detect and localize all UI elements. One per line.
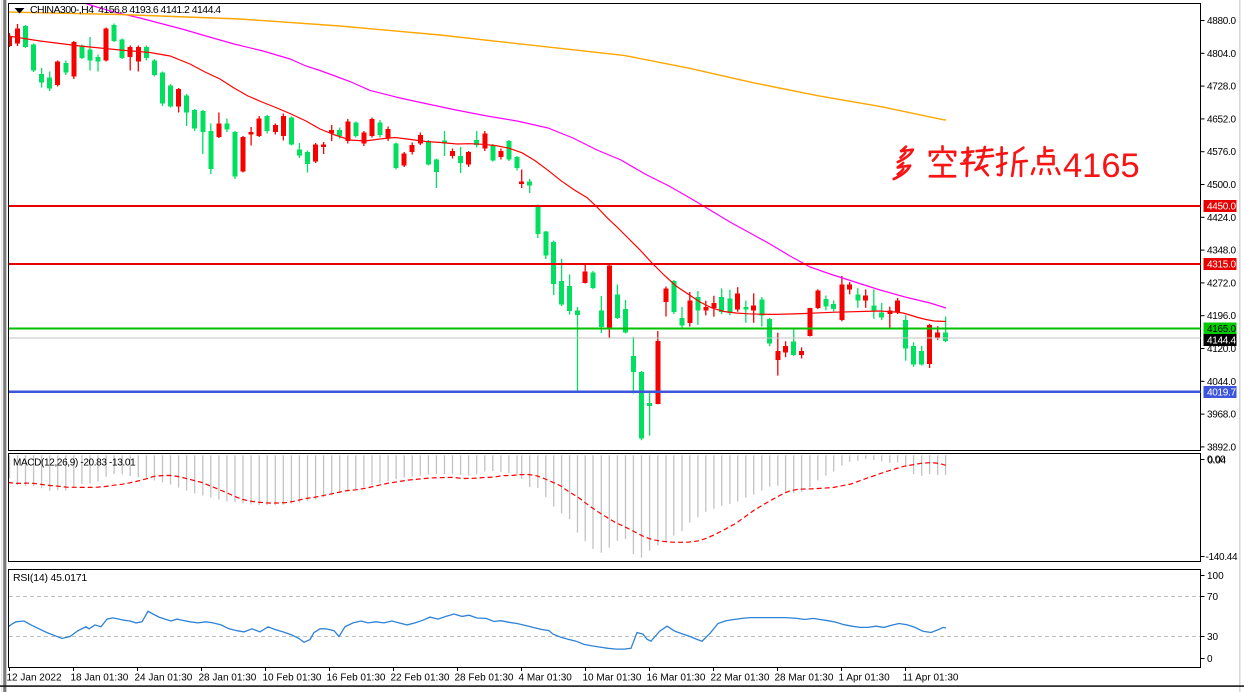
svg-text:70: 70 bbox=[1207, 592, 1219, 603]
svg-text:4348.0: 4348.0 bbox=[1207, 246, 1237, 257]
svg-text:4 Mar 01:30: 4 Mar 01:30 bbox=[519, 673, 573, 684]
svg-text:12 Jan 2022: 12 Jan 2022 bbox=[7, 673, 62, 684]
svg-text:MACD(12,26,9) -20.83 -13.01: MACD(12,26,9) -20.83 -13.01 bbox=[13, 458, 136, 469]
svg-text:0.00: 0.00 bbox=[1207, 455, 1226, 466]
svg-text:22 Mar 01:30: 22 Mar 01:30 bbox=[711, 673, 770, 684]
svg-text:100: 100 bbox=[1207, 571, 1224, 582]
svg-text:22 Feb 01:30: 22 Feb 01:30 bbox=[391, 673, 450, 684]
svg-text:4165: 4165 bbox=[1063, 147, 1140, 185]
svg-text:28 Jan 01:30: 28 Jan 01:30 bbox=[199, 673, 257, 684]
svg-text:0.04: 0.04 bbox=[1208, 456, 1227, 467]
svg-text:4880.0: 4880.0 bbox=[1207, 16, 1237, 27]
svg-text:4165.0: 4165.0 bbox=[1207, 324, 1237, 335]
svg-text:28 Mar 01:30: 28 Mar 01:30 bbox=[775, 673, 834, 684]
svg-text:4500.0: 4500.0 bbox=[1207, 180, 1237, 191]
svg-text:18 Jan 01:30: 18 Jan 01:30 bbox=[71, 673, 129, 684]
svg-text:3892.0: 3892.0 bbox=[1207, 442, 1237, 453]
svg-text:30: 30 bbox=[1207, 632, 1219, 643]
svg-text:28 Feb 01:30: 28 Feb 01:30 bbox=[455, 673, 514, 684]
svg-text:4120.0: 4120.0 bbox=[1207, 344, 1237, 355]
svg-text:4315.0: 4315.0 bbox=[1207, 260, 1237, 271]
svg-text:4652.0: 4652.0 bbox=[1207, 114, 1237, 125]
svg-text:4450.0: 4450.0 bbox=[1207, 201, 1237, 212]
svg-text:RSI(14) 45.0171: RSI(14) 45.0171 bbox=[13, 572, 87, 584]
svg-text:16 Mar 01:30: 16 Mar 01:30 bbox=[647, 673, 706, 684]
svg-text:10 Mar 01:30: 10 Mar 01:30 bbox=[583, 673, 642, 684]
svg-text:4272.0: 4272.0 bbox=[1207, 278, 1237, 289]
svg-text:1 Apr 01:30: 1 Apr 01:30 bbox=[839, 673, 891, 684]
svg-text:10 Feb 01:30: 10 Feb 01:30 bbox=[263, 673, 322, 684]
svg-text:24 Jan 01:30: 24 Jan 01:30 bbox=[135, 673, 193, 684]
svg-text:4196.0: 4196.0 bbox=[1207, 311, 1237, 322]
svg-text:16 Feb 01:30: 16 Feb 01:30 bbox=[327, 673, 386, 684]
svg-text:-140.44: -140.44 bbox=[1206, 552, 1239, 563]
svg-text:11 Apr 01:30: 11 Apr 01:30 bbox=[903, 673, 959, 684]
svg-text:4804.0: 4804.0 bbox=[1207, 49, 1237, 60]
svg-text:4019.7: 4019.7 bbox=[1207, 387, 1237, 398]
svg-text:3968.0: 3968.0 bbox=[1207, 410, 1237, 421]
svg-text:CHINA300-,H4 4156.8 4193.6 41: CHINA300-,H4 4156.8 4193.6 4141.2 4144.4 bbox=[30, 4, 221, 16]
svg-text:4576.0: 4576.0 bbox=[1207, 147, 1237, 158]
svg-text:4044.0: 4044.0 bbox=[1207, 377, 1237, 388]
svg-text:0: 0 bbox=[1207, 654, 1213, 665]
svg-text:4144.4: 4144.4 bbox=[1207, 335, 1237, 346]
svg-text:4424.0: 4424.0 bbox=[1207, 213, 1237, 224]
svg-text:4728.0: 4728.0 bbox=[1207, 82, 1237, 93]
